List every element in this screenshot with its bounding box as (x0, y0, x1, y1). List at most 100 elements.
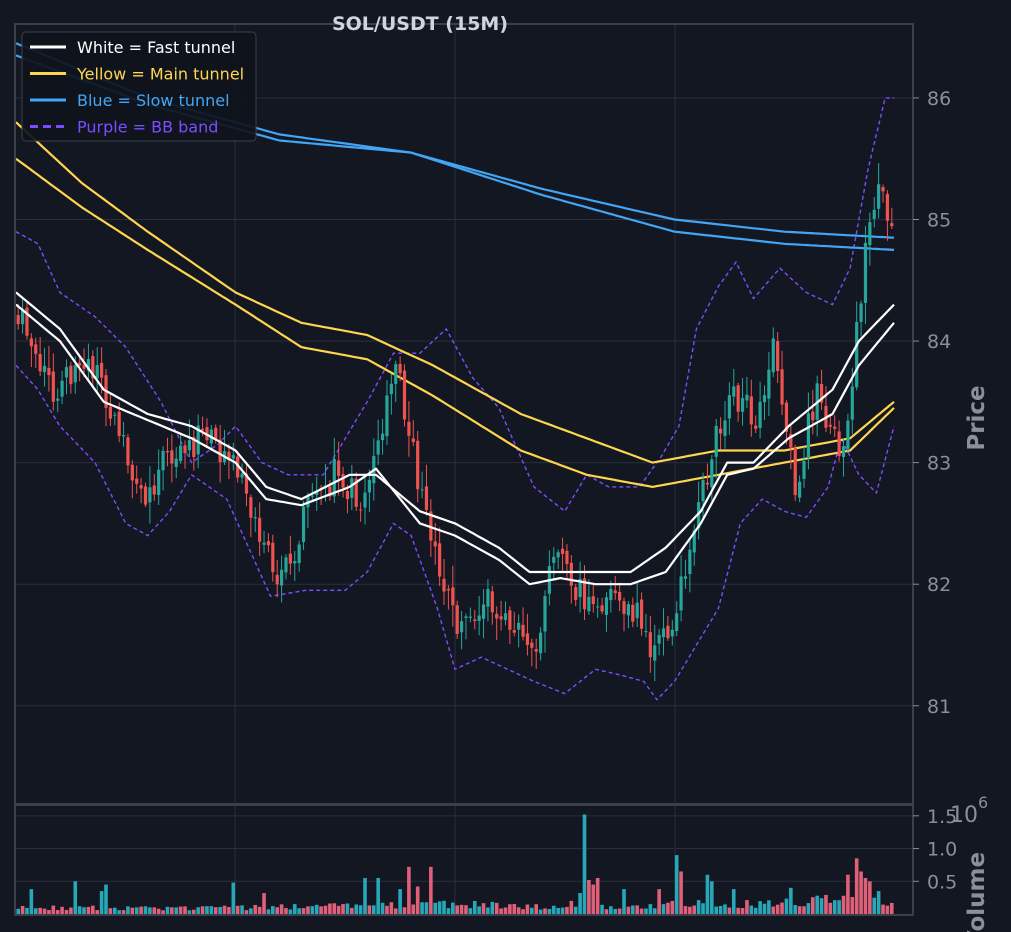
volume-bar (244, 910, 249, 914)
candle-body (113, 414, 117, 416)
volume-bar (183, 906, 187, 914)
volume-bar (644, 908, 648, 914)
candle (91, 350, 95, 388)
candle-body (183, 445, 187, 454)
volume-bar (714, 906, 719, 914)
candle-body (337, 460, 341, 476)
volume-bar (868, 881, 872, 914)
candle (51, 353, 55, 411)
volume-bar (77, 906, 82, 914)
volume-bar (38, 907, 42, 914)
candle (512, 611, 516, 637)
candle (631, 597, 635, 628)
candle (64, 359, 69, 395)
candle (745, 376, 749, 409)
volume-bar (271, 906, 275, 914)
candle (868, 212, 872, 266)
volume-bar (165, 906, 170, 914)
candle (170, 434, 174, 483)
candle-body (196, 425, 200, 455)
candle (297, 540, 301, 572)
candle-body (416, 440, 420, 490)
volume-bar (55, 910, 60, 914)
candle-body (73, 365, 77, 383)
candle (135, 465, 139, 494)
volume-tick-label: 0.5 (927, 871, 957, 893)
candle (833, 415, 837, 438)
candle (767, 351, 771, 417)
candle-body (442, 578, 446, 592)
volume-bar (710, 881, 714, 914)
volume-bars-layer (16, 814, 894, 914)
candle (398, 356, 402, 382)
candle-body (508, 610, 512, 630)
volume-bar (626, 906, 631, 914)
candle-body (398, 363, 402, 374)
candle (113, 411, 117, 426)
candle-body (556, 552, 560, 558)
legend-label: Purple = BB band (77, 118, 218, 137)
candle (688, 539, 692, 593)
candle-body (451, 587, 455, 606)
candle-body (477, 615, 481, 621)
volume-bar (314, 904, 319, 914)
candle (69, 361, 73, 394)
candle-body (679, 576, 683, 611)
candle-body (890, 223, 894, 227)
legend-label: Yellow = Main tunnel (76, 65, 244, 84)
candle-body (793, 447, 797, 496)
candle-body (161, 450, 165, 471)
candle (345, 484, 350, 514)
candle-body (872, 209, 876, 219)
volume-bar (705, 874, 710, 914)
volume-bar (587, 879, 591, 914)
candle-body (165, 450, 170, 453)
candle (148, 466, 152, 524)
volume-bar (284, 908, 288, 914)
candle (639, 592, 644, 636)
volume-bar (718, 905, 723, 914)
candle (192, 429, 196, 471)
volume-bar (551, 905, 556, 914)
volume-bar (863, 878, 868, 914)
candle-body (420, 489, 424, 491)
candle (416, 430, 420, 503)
volume-bar (740, 908, 745, 914)
volume-bar (832, 900, 837, 914)
volume-bar (257, 906, 262, 914)
candle-body (249, 497, 253, 518)
volume-bar (771, 906, 776, 914)
candle (337, 441, 341, 496)
candle (29, 333, 33, 368)
candle-body (187, 440, 192, 451)
candle (152, 474, 156, 501)
volume-bar (126, 906, 130, 914)
volume-bar (762, 903, 767, 914)
candle-body (455, 605, 459, 634)
candle (56, 388, 60, 413)
volume-bar (477, 906, 481, 914)
volume-bar (218, 907, 222, 914)
volume-bar (86, 906, 91, 914)
candle-body (240, 473, 244, 478)
volume-bar (385, 905, 389, 914)
volume-bar (178, 906, 183, 914)
volume-bar (332, 903, 337, 914)
volume-bar (249, 908, 253, 914)
volume-bar (442, 900, 446, 914)
volume-bar (112, 907, 117, 914)
candle (613, 576, 617, 600)
candle-body (275, 574, 279, 585)
candle-body (539, 632, 543, 654)
candle-body (108, 406, 112, 419)
candle (95, 347, 99, 392)
candle (657, 628, 661, 656)
candle (885, 190, 890, 241)
volume-bar (205, 906, 209, 914)
candle (762, 385, 767, 421)
candle (644, 613, 648, 638)
candle-body (60, 380, 64, 397)
candle (604, 592, 609, 632)
price-axis-label: Price (964, 385, 990, 450)
